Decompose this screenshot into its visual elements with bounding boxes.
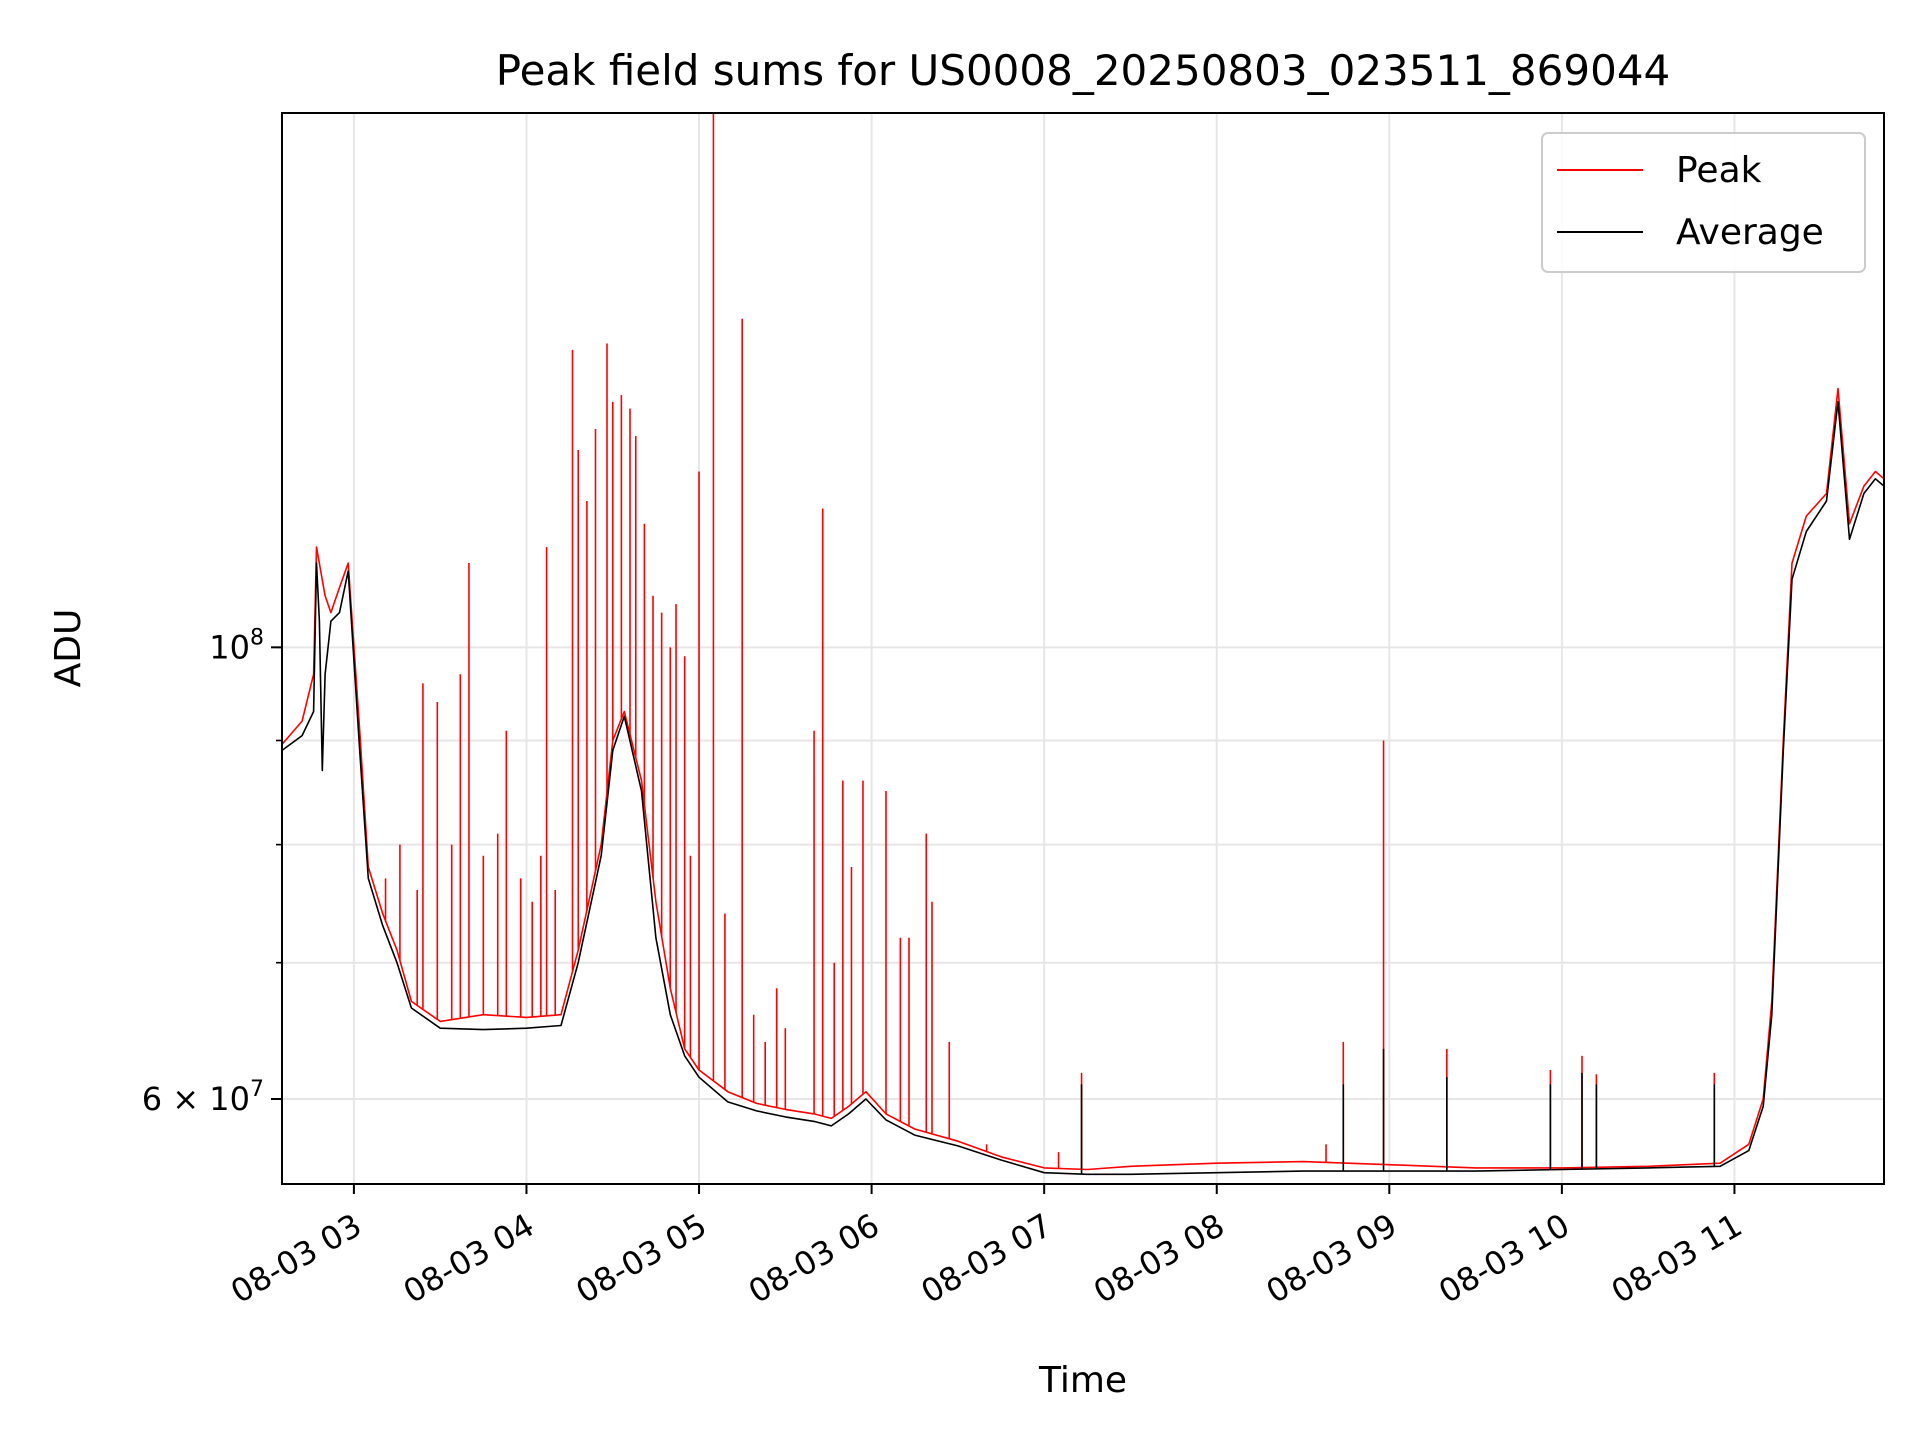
legend-label-peak: Peak [1676, 150, 1762, 191]
series-line-peak [281, 387, 1885, 1171]
y-tick-label: 108 [209, 625, 264, 666]
plot-frame [281, 112, 1885, 1185]
x-axis-label: Time [1038, 1360, 1127, 1401]
legend-box [1541, 132, 1866, 273]
y-axis-label: ADU [48, 609, 89, 688]
y-tick-label: 6 × 107 [142, 1077, 264, 1118]
series-line-average [281, 400, 1885, 1176]
chart-title: Peak field sums for US0008_20250803_0235… [496, 46, 1671, 95]
y-axis: 6 × 107 108 [142, 625, 282, 1118]
legend-label-average: Average [1676, 212, 1824, 253]
legend: Peak Average [1541, 132, 1866, 273]
series-layer [281, 113, 1885, 1176]
